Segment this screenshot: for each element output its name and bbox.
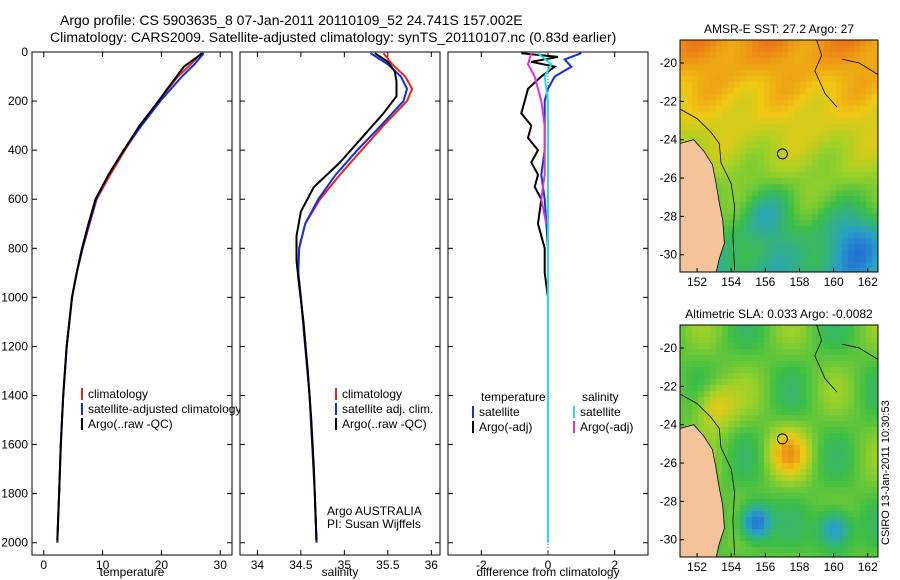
x-tick-label: 10 [96, 558, 110, 572]
y-tick-label: -24 [660, 133, 678, 147]
x-tick-label: 34 [251, 558, 265, 572]
y-tick-label: 1800 [1, 487, 28, 501]
x-tick-label: 36 [425, 558, 439, 572]
land-mass [680, 424, 725, 557]
x-tick-label: 154 [721, 275, 741, 289]
side-timestamp: CSIRO 13-Jan-2011 10:30:53 [880, 400, 892, 545]
x-tick-label: 0 [40, 558, 47, 572]
map-title: AMSR-E SST: 27.2 Argo: 27 [704, 22, 854, 36]
x-tick-label: 2 [611, 558, 618, 572]
y-tick-label: -28 [660, 209, 678, 223]
x-tick-label: 160 [824, 275, 844, 289]
series-line-2 [56, 52, 204, 541]
reef-contour [680, 108, 736, 271]
x-tick-label: 20 [155, 558, 169, 572]
x-tick-label: 156 [755, 275, 775, 289]
x-tick-label: 34.5 [289, 558, 313, 572]
series-line-1 [520, 52, 559, 298]
reef-contour [814, 40, 838, 108]
x-tick-label: 152 [687, 560, 707, 574]
legend-label: Argo(..raw -QC) [88, 417, 173, 431]
salinity-axis-label: salinity [322, 565, 359, 579]
series-line-2 [537, 52, 553, 543]
legend-label: satellite-adjusted climatology [88, 402, 241, 416]
x-tick-label: 152 [687, 275, 707, 289]
map-field [680, 40, 878, 272]
legend-label: satellite [580, 405, 621, 419]
reef-contour [814, 325, 838, 393]
y-tick-label: -26 [660, 456, 678, 470]
legend-label: Argo(-adj) [479, 420, 532, 434]
figure-title-line1: Argo profile: CS 5903635_8 07-Jan-2011 2… [60, 12, 523, 28]
temperature-axis-label: temperature [100, 565, 165, 579]
series-line-3 [526, 52, 548, 224]
y-tick-label: 1200 [1, 339, 28, 353]
y-tick-label: -20 [660, 56, 678, 70]
x-tick-label: -2 [476, 558, 487, 572]
y-tick-label: 600 [8, 192, 28, 206]
x-tick-label: 0 [545, 558, 552, 572]
map-field [680, 325, 878, 557]
sst-map-panel: AMSR-E SST: 27.2 Argo: 27 152 154 156 158 160… [660, 22, 879, 289]
legend-label: Argo(..raw -QC) [342, 417, 427, 431]
y-tick-label: 2000 [1, 536, 28, 550]
legend-label: Argo(-adj) [580, 420, 633, 434]
y-tick-label: 1000 [1, 290, 28, 304]
salinity-frame [239, 51, 441, 556]
reef-contour [842, 343, 878, 360]
x-tick-label: 154 [721, 560, 741, 574]
x-tick-label: 162 [858, 275, 878, 289]
salinity-panel: 34 34.5 35 35.5 36 salinity climatologysatelli… [239, 51, 441, 579]
x-tick-label: 162 [858, 560, 878, 574]
legend-label: climatology [342, 387, 402, 401]
y-tick-label: -22 [660, 379, 678, 393]
y-tick-label: 200 [8, 94, 28, 108]
x-tick-label: 160 [824, 560, 844, 574]
y-tick-label: 1600 [1, 438, 28, 452]
difference-axis-label: difference from climatology [476, 565, 619, 579]
y-tick-label: -28 [660, 494, 678, 508]
legend-label: satellite adj. clim. [342, 402, 433, 416]
y-tick-label: -30 [660, 248, 678, 262]
y-tick-label: -30 [660, 533, 678, 547]
annotation-text: Argo AUSTRALIA [327, 504, 422, 518]
map-frame [679, 39, 879, 273]
y-tick-label: -22 [660, 94, 678, 108]
legend-label: satellite [479, 405, 520, 419]
annotation-text: PI: Susan Wijffels [327, 517, 421, 531]
legend-header: salinity [582, 390, 619, 404]
figure-title-line2: Climatology: CARS2009. Satellite-adjuste… [50, 29, 617, 45]
y-tick-label: 0 [21, 45, 28, 59]
legend-label: climatology [88, 387, 148, 401]
temperature-panel: 0 10 20 30 0 200 400 600 800 1000 1200 1400 1600 1800… [1, 45, 241, 579]
map-frame [679, 324, 879, 558]
land-mass [680, 139, 725, 272]
y-tick-label: -20 [660, 341, 678, 355]
y-tick-label: 800 [8, 241, 28, 255]
x-tick-label: 35.5 [376, 558, 400, 572]
y-tick-label: -26 [660, 171, 678, 185]
legend-header: temperature [481, 390, 546, 404]
temperature-frame [31, 51, 233, 556]
x-tick-label: 156 [755, 560, 775, 574]
reef-contour [842, 58, 878, 75]
series-line-2 [295, 52, 398, 541]
x-tick-label: 158 [789, 275, 809, 289]
reef-contour [680, 393, 736, 556]
float-position-marker [776, 148, 788, 160]
sla-map-panel: Altimetric SLA: 0.033 Argo: -0.0082 152 15… [660, 307, 879, 574]
x-tick-label: 30 [214, 558, 228, 572]
x-tick-label: 35 [338, 558, 352, 572]
x-tick-label: 158 [789, 560, 809, 574]
map-title: Altimetric SLA: 0.033 Argo: -0.0082 [685, 307, 873, 321]
y-tick-label: 1400 [1, 389, 28, 403]
y-tick-label: -24 [660, 418, 678, 432]
float-position-marker [776, 433, 788, 445]
y-tick-label: 400 [8, 143, 28, 157]
